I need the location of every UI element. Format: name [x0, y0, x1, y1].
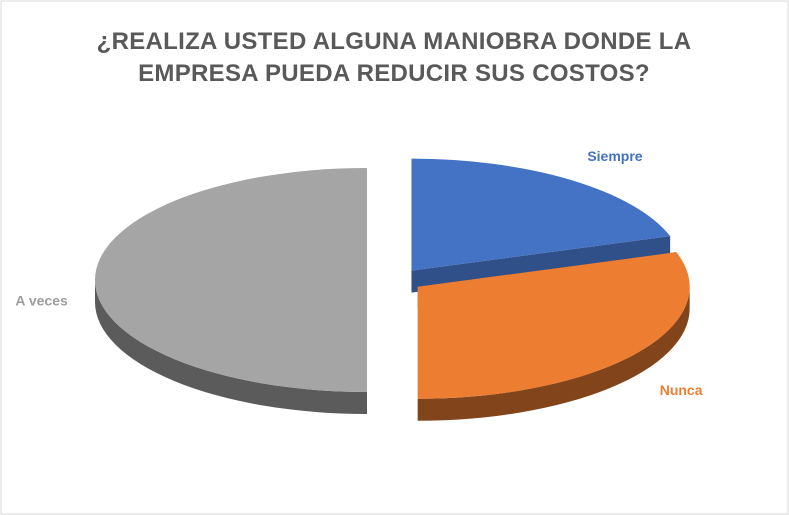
chart-title: ¿REALIZA USTED ALGUNA MANIOBRA DONDE LA … — [96, 28, 692, 87]
slice — [417, 252, 690, 421]
slice-side — [95, 280, 367, 414]
slice — [95, 168, 367, 414]
slice-top — [417, 252, 690, 399]
slice-label: A veces — [15, 293, 68, 309]
slice-top — [95, 168, 367, 392]
slice-wall — [411, 236, 671, 293]
slice-side — [417, 286, 690, 421]
slice — [411, 158, 671, 293]
slice-label: Siempre — [587, 148, 642, 164]
slice-top — [411, 158, 671, 271]
slice-label: Nunca — [660, 382, 703, 398]
